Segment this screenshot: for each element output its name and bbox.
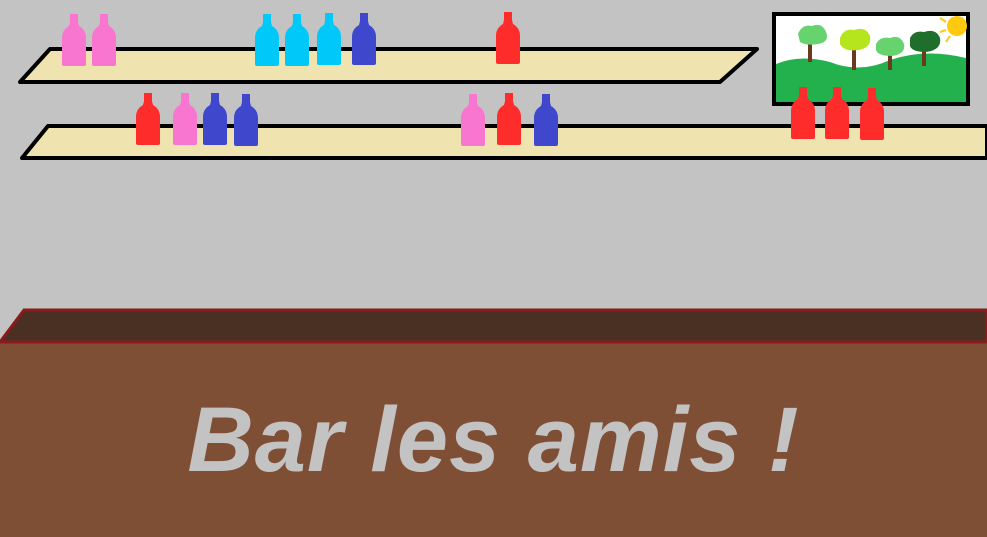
counter-front xyxy=(0,342,987,537)
bottle-icon[interactable] xyxy=(203,93,227,145)
top-shelf xyxy=(18,47,759,84)
landscape-painting[interactable] xyxy=(772,12,970,106)
bottle-icon[interactable] xyxy=(791,87,815,139)
bottle-icon[interactable] xyxy=(825,87,849,139)
tree-icon xyxy=(910,30,941,66)
counter-top xyxy=(0,308,987,344)
bottle-icon[interactable] xyxy=(461,94,485,146)
bottle-icon[interactable] xyxy=(534,94,558,146)
bottle-icon[interactable] xyxy=(497,93,521,145)
bottle-icon[interactable] xyxy=(860,88,884,140)
sun-icon xyxy=(939,16,967,43)
bottle-icon[interactable] xyxy=(496,12,520,64)
bottle-icon[interactable] xyxy=(92,14,116,66)
bottle-icon[interactable] xyxy=(285,14,309,66)
tree-icon xyxy=(798,24,827,62)
bottle-icon[interactable] xyxy=(255,14,279,66)
bottles xyxy=(62,12,884,146)
bottle-icon[interactable] xyxy=(352,13,376,65)
bottle-icon[interactable] xyxy=(62,14,86,66)
bottle-icon[interactable] xyxy=(234,94,258,146)
bottle-icon[interactable] xyxy=(317,13,341,65)
tree-icon xyxy=(840,28,871,70)
tree-icon xyxy=(876,36,905,70)
bottle-icon[interactable] xyxy=(173,93,197,145)
bottle-icon[interactable] xyxy=(136,93,160,145)
